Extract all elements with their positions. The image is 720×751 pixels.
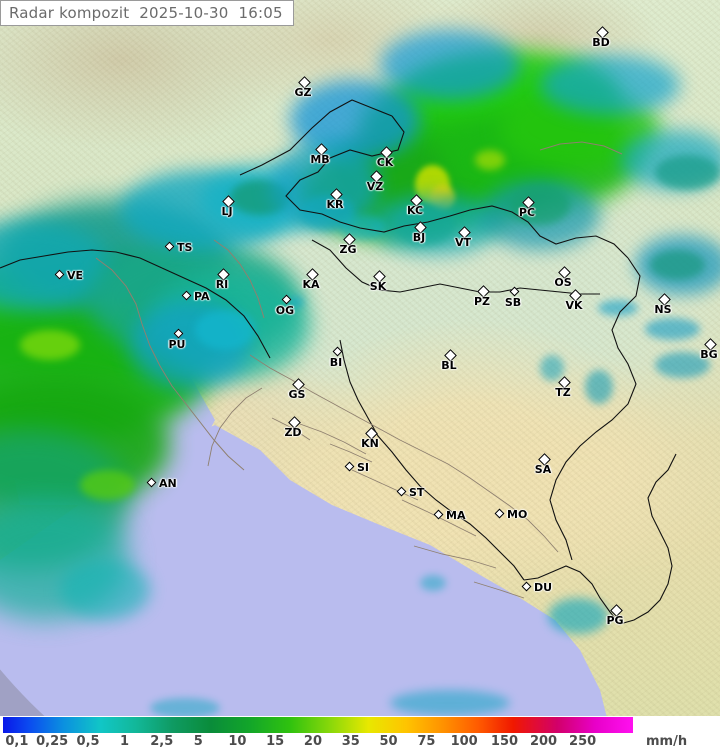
city-label: ZD — [284, 426, 302, 439]
title-label: Radar kompozit — [9, 4, 130, 22]
city-label: AN — [159, 477, 177, 490]
legend-tick-labels: mm/h 0,1 0,25 0,5 1 2,5 5 10 15 20 35 50 75 100 150 20… — [0, 734, 720, 751]
color-scale-gradient — [3, 717, 633, 733]
echo-cyan — [288, 296, 304, 308]
city-label: CK — [376, 156, 394, 169]
echo-lightgreen — [475, 150, 505, 170]
city-label: VT — [454, 236, 472, 249]
echo-cyan — [60, 560, 150, 620]
country-borders-layer — [0, 99, 677, 625]
echo-cyan — [380, 30, 520, 100]
title-date: 2025-10-30 — [139, 4, 229, 22]
legend-tick-7: 15 — [266, 734, 285, 749]
city-label: ZG — [339, 243, 357, 256]
city-label: SI — [357, 461, 370, 474]
legend-tick-2: 0,5 — [76, 734, 100, 749]
city-label: TS — [177, 241, 193, 254]
echo-teal — [510, 185, 570, 225]
city-label: BJ — [412, 231, 426, 244]
city-label: TZ — [555, 386, 571, 399]
city-label: KC — [406, 204, 424, 217]
city-label: KR — [326, 198, 344, 211]
legend-tick-10: 50 — [379, 734, 398, 749]
map-title-bar: Radar kompozit 2025-10-30 16:05 — [0, 0, 294, 26]
legend-tick-3: 1 — [120, 734, 130, 749]
legend-tick-4: 2,5 — [150, 734, 174, 749]
echo-cyan — [548, 598, 608, 634]
echo-cyan — [645, 318, 700, 340]
legend-tick-1: 0,25 — [36, 734, 69, 749]
city-label: SK — [369, 280, 387, 293]
legend-tick-6: 10 — [228, 734, 247, 749]
echo-cyan — [655, 352, 710, 378]
echo-cyan — [390, 690, 510, 716]
echo-cyan — [540, 355, 564, 381]
legend-tick-12: 100 — [450, 734, 478, 749]
legend-bar: mm/h 0,1 0,25 0,5 1 2,5 5 10 15 20 35 50 75 100 150 20… — [0, 716, 720, 751]
city-label: PU — [168, 338, 186, 351]
city-label: SB — [504, 296, 522, 309]
city-label: MB — [310, 153, 330, 166]
echo-cyan — [540, 55, 680, 115]
echo-cyan — [420, 575, 446, 591]
city-label: MO — [507, 508, 528, 521]
city-label: ST — [409, 486, 425, 499]
city-label: VZ — [366, 180, 384, 193]
echo-teal — [655, 155, 720, 190]
city-label: GS — [288, 388, 306, 401]
city-label: OG — [275, 304, 295, 317]
legend-tick-5: 5 — [193, 734, 203, 749]
city-label: NS — [654, 303, 672, 316]
echo-lightgreen — [80, 470, 135, 500]
echo-cyan — [150, 698, 220, 716]
city-label: GZ — [294, 86, 312, 99]
title-time: 16:05 — [238, 4, 283, 22]
city-label: MA — [446, 509, 466, 522]
echo-lightgreen — [20, 330, 80, 360]
city-label: SA — [534, 463, 552, 476]
city-label: PG — [606, 614, 624, 627]
city-label: OS — [554, 276, 572, 289]
city-label: BL — [441, 359, 457, 372]
city-label: PZ — [473, 295, 491, 308]
city-label: PA — [194, 290, 210, 303]
echo-cyan — [585, 370, 613, 404]
city-label: VE — [67, 269, 84, 282]
city-label: VK — [565, 299, 583, 312]
city-label: BI — [329, 356, 343, 369]
legend-tick-9: 35 — [341, 734, 360, 749]
legend-tick-14: 200 — [529, 734, 558, 749]
city-label: LJ — [221, 205, 233, 218]
legend-tick-0: 0,1 — [5, 734, 29, 749]
precipitation-layer — [0, 30, 720, 716]
echo-teal — [650, 250, 705, 280]
city-label: PC — [518, 206, 536, 219]
city-label: RI — [215, 278, 229, 291]
radar-map[interactable]: BD GZ MB CK VZ KC PC KR LJ BJ VT ZG TS RI VE OS KA SK PZ SB… — [0, 0, 720, 716]
legend-tick-15: 250 — [569, 734, 597, 749]
city-label: BG — [700, 348, 718, 361]
city-label: DU — [534, 581, 553, 594]
legend-tick-8: 20 — [303, 734, 322, 749]
city-label: KN — [361, 437, 379, 450]
legend-unit: mm/h — [646, 734, 688, 749]
city-label: BD — [592, 36, 610, 49]
legend-tick-11: 75 — [417, 734, 436, 749]
city-label: KA — [302, 278, 320, 291]
legend-tick-13: 150 — [490, 734, 519, 749]
